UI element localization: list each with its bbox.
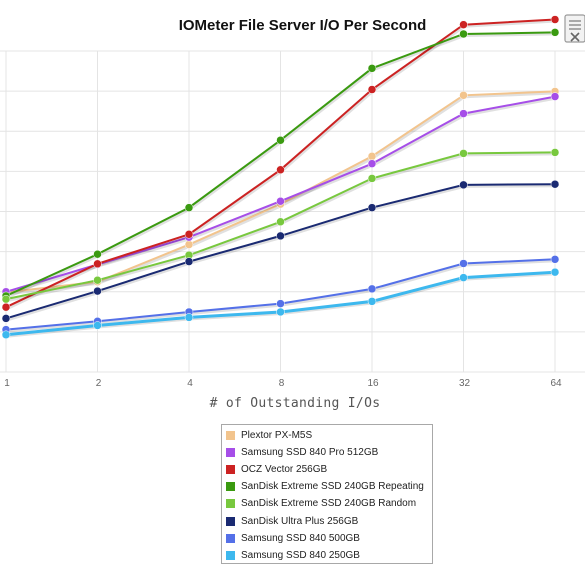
data-point xyxy=(276,196,285,206)
x-tick-label: 4 xyxy=(187,378,193,389)
data-point xyxy=(93,286,102,296)
data-point xyxy=(550,92,560,101)
legend-label: Samsung SSD 840 500GB xyxy=(241,532,360,544)
x-tick-label: 64 xyxy=(550,378,562,389)
chart-title: IOMeter File Server I/O Per Second xyxy=(178,17,427,34)
data-point xyxy=(1,294,11,304)
legend-swatch xyxy=(226,499,235,509)
plot-area: 1 2 4 8 16 32 64 xyxy=(0,15,585,389)
legend-label: SanDisk Extreme SSD 240GB Random xyxy=(241,498,417,510)
legend-item[interactable]: SanDisk Ultra Plus 256GB xyxy=(222,512,432,529)
data-point xyxy=(1,330,11,340)
x-tick-label: 2 xyxy=(96,378,102,389)
data-point xyxy=(93,321,102,330)
data-point xyxy=(184,240,194,249)
data-point xyxy=(276,307,285,317)
legend-swatch xyxy=(226,550,235,560)
data-point xyxy=(459,109,468,118)
data-point xyxy=(93,275,102,285)
data-point xyxy=(367,152,377,161)
data-point xyxy=(550,179,560,189)
legend-label: OCZ Vector 256GB xyxy=(241,464,328,476)
legend-label: Samsung SSD 840 Pro 512GB xyxy=(241,447,379,459)
data-point xyxy=(550,15,560,24)
data-point xyxy=(367,159,377,168)
legend-item[interactable]: OCZ Vector 256GB xyxy=(222,461,432,478)
data-point xyxy=(367,203,377,212)
data-point xyxy=(276,231,285,241)
data-point xyxy=(367,297,377,306)
legend-label: SanDisk Extreme SSD 240GB Repeating xyxy=(241,481,424,493)
data-point xyxy=(93,249,102,259)
data-point xyxy=(1,314,11,323)
legend-item[interactable]: Samsung SSD 840 250GB xyxy=(222,547,432,564)
data-point xyxy=(367,64,377,73)
data-point xyxy=(550,267,560,277)
data-point xyxy=(550,28,560,37)
legend-label: Plextor PX-M5S xyxy=(241,430,313,442)
x-tick-label: 8 xyxy=(279,378,285,389)
data-point xyxy=(276,299,285,308)
legend-swatch xyxy=(226,533,235,543)
legend-label: SanDisk Ultra Plus 256GB xyxy=(241,515,359,527)
data-point xyxy=(459,259,468,268)
data-point xyxy=(276,217,285,227)
data-point xyxy=(459,180,468,190)
data-point xyxy=(184,230,194,239)
data-point xyxy=(367,174,377,183)
legend-label: Samsung SSD 840 250GB xyxy=(241,549,360,561)
data-point xyxy=(276,165,285,175)
legend-swatch xyxy=(226,465,235,475)
legend-item[interactable]: SanDisk Extreme SSD 240GB Repeating xyxy=(222,478,432,495)
legend-item[interactable]: Samsung SSD 840 Pro 512GB xyxy=(222,444,432,461)
data-point xyxy=(184,313,194,322)
legend-swatch xyxy=(226,482,235,492)
legend-item[interactable]: Samsung SSD 840 500GB xyxy=(222,530,432,547)
data-point xyxy=(367,284,377,294)
data-point xyxy=(184,257,194,266)
data-point xyxy=(459,91,468,100)
legend-swatch xyxy=(226,448,235,458)
legend-swatch xyxy=(226,431,235,441)
data-point xyxy=(276,135,285,145)
x-axis-title: # of Outstanding I/Os xyxy=(209,396,381,411)
x-tick-label: 1 xyxy=(4,378,10,389)
legend-swatch xyxy=(226,516,235,526)
data-point xyxy=(1,302,11,312)
data-point xyxy=(459,149,468,158)
x-tick-label: 16 xyxy=(367,378,379,389)
data-point xyxy=(550,148,560,157)
data-point xyxy=(184,203,194,212)
export-menu-icon[interactable] xyxy=(562,12,585,46)
data-point xyxy=(367,85,377,94)
data-point xyxy=(459,29,468,39)
x-tick-label: 32 xyxy=(459,378,471,389)
data-point xyxy=(459,20,468,29)
data-point xyxy=(93,259,102,269)
data-point xyxy=(550,255,560,264)
data-point xyxy=(459,273,468,282)
legend-item[interactable]: SanDisk Extreme SSD 240GB Random xyxy=(222,495,432,512)
legend: Plextor PX-M5S Samsung SSD 840 Pro 512GB O… xyxy=(221,424,433,564)
legend-item[interactable]: Plextor PX-M5S xyxy=(222,427,432,444)
